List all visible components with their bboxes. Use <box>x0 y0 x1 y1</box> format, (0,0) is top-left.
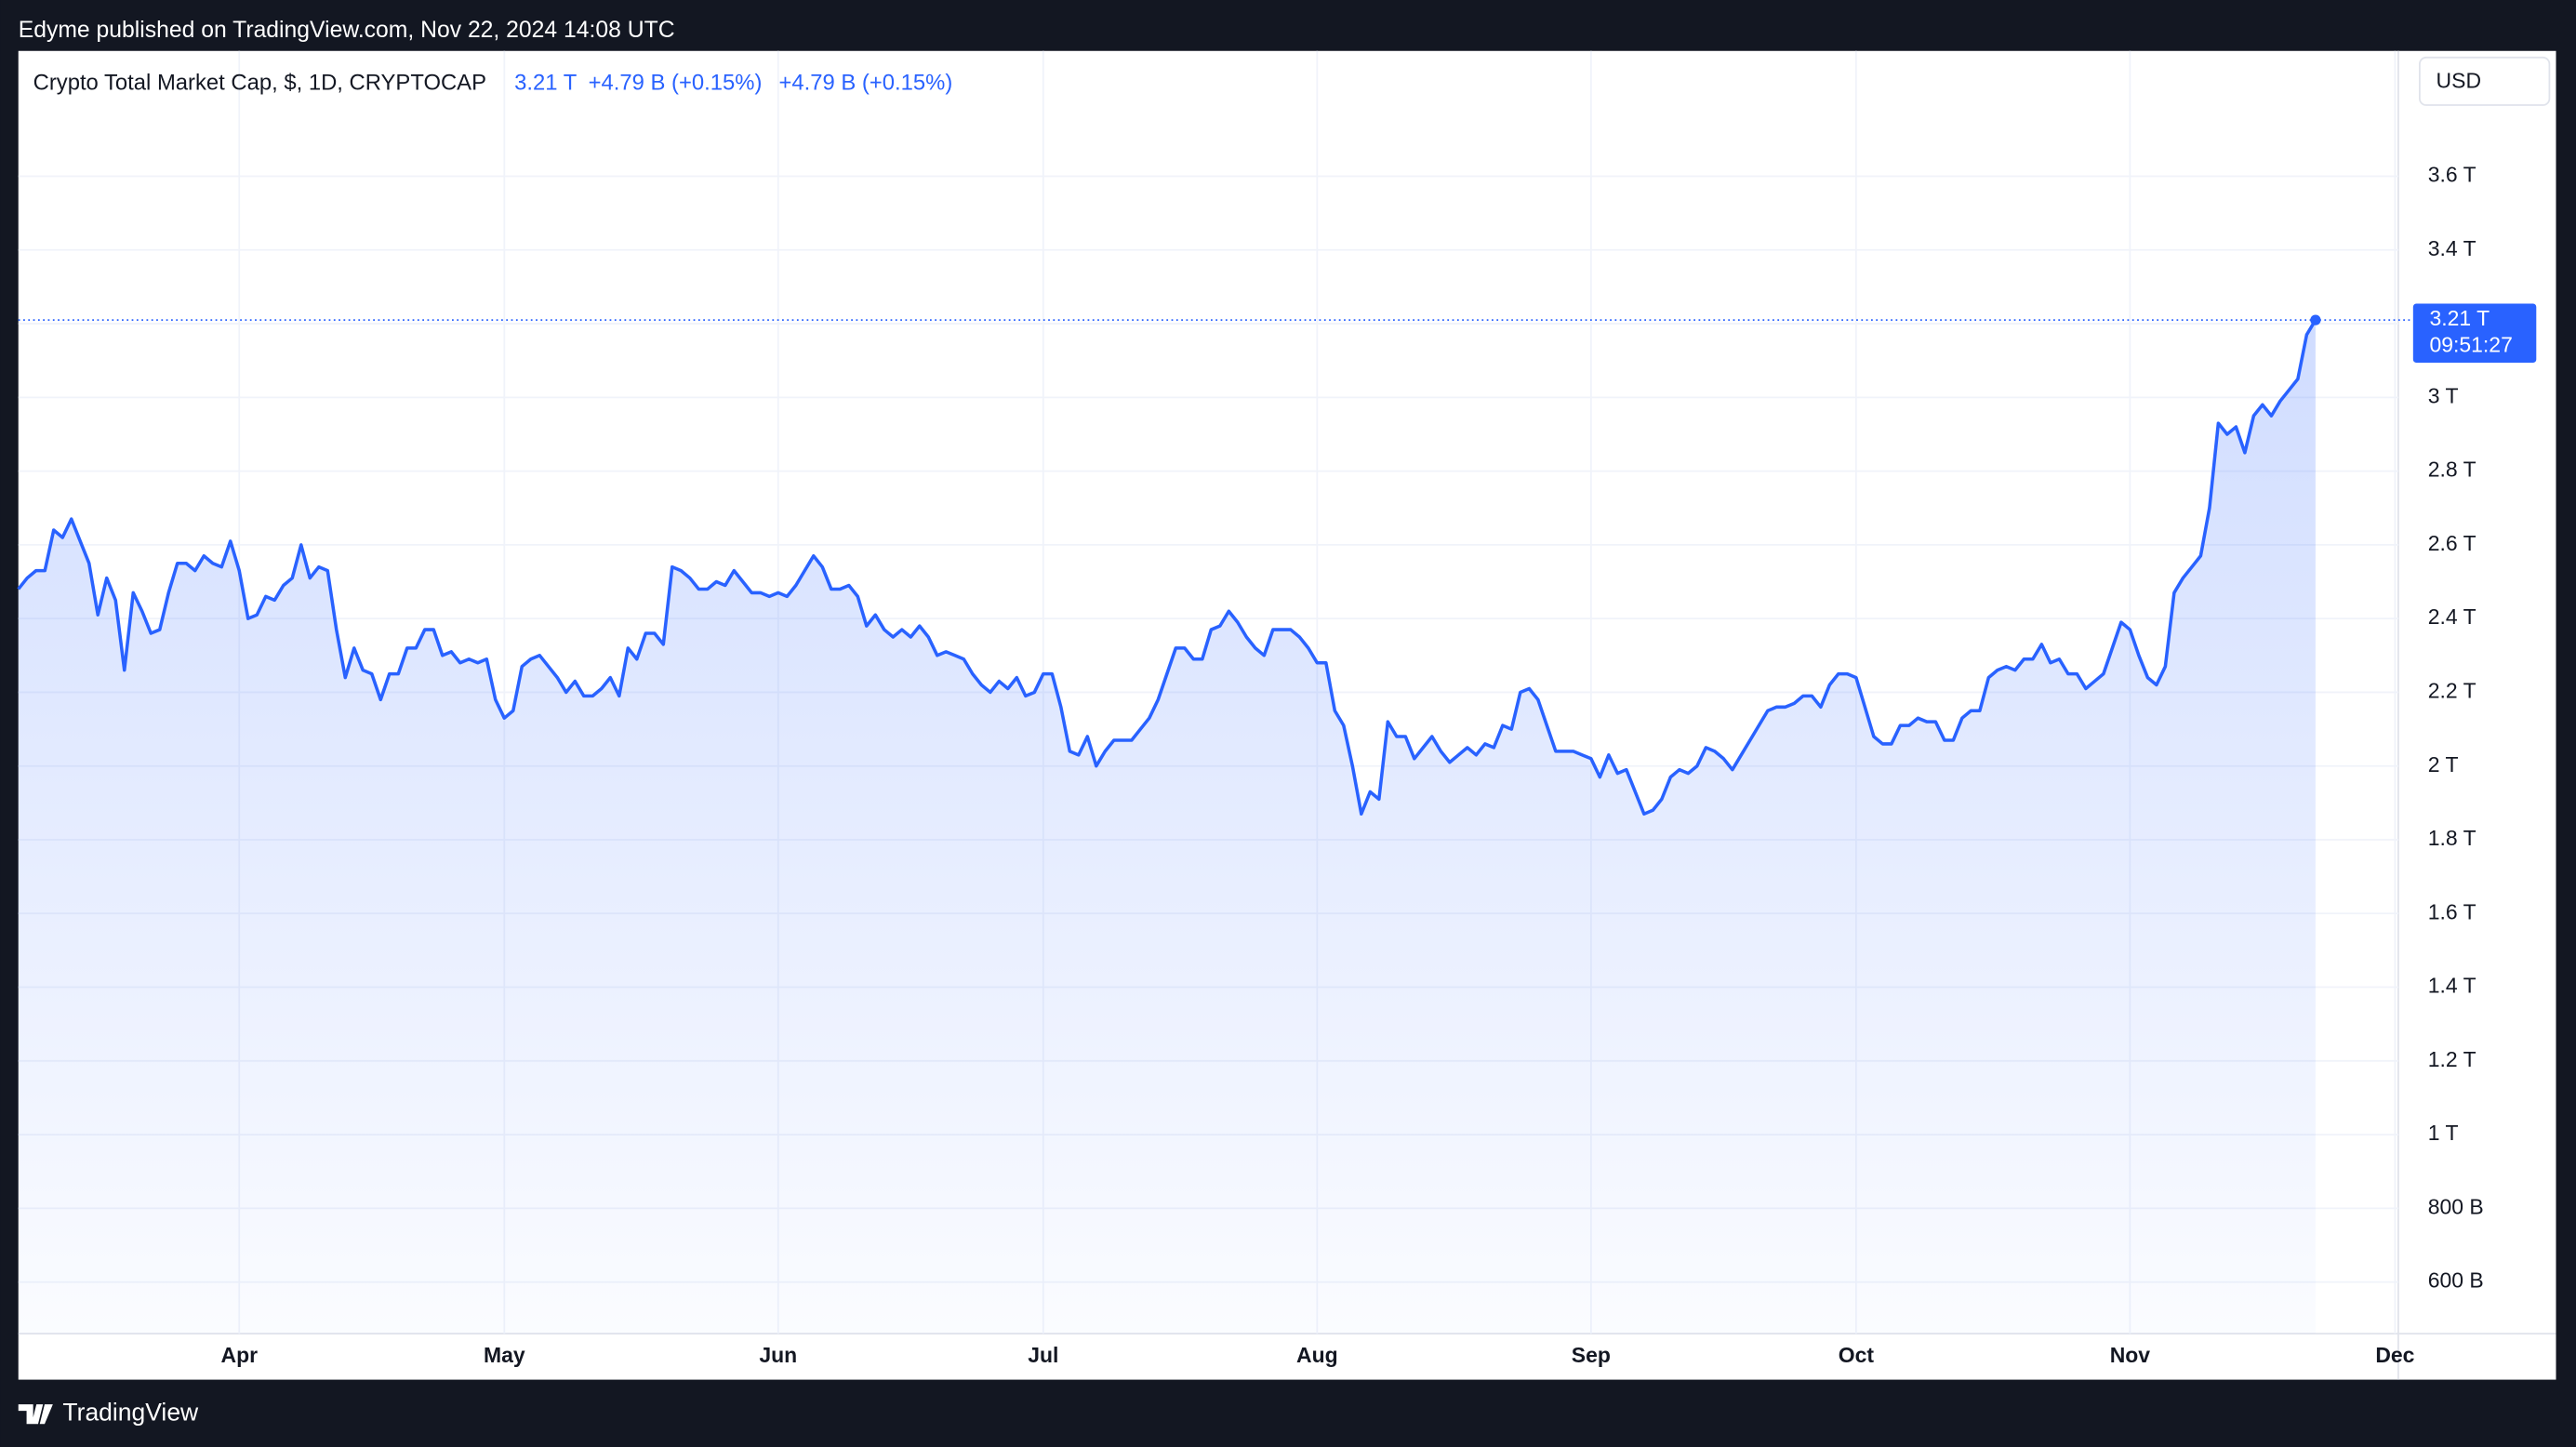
y-tick-label: 2 T <box>2428 752 2459 777</box>
chart-title: Crypto Total Market Cap, $, 1D, CRYPTOCA… <box>33 70 486 95</box>
header-change: +4.79 B (+0.15%) <box>778 70 952 95</box>
currency-button[interactable] <box>2419 56 2551 106</box>
y-tick-label: 2.4 T <box>2428 604 2476 629</box>
price-badge <box>2412 303 2537 364</box>
brand: TradingView <box>62 1399 199 1427</box>
y-tick-label: 2.6 T <box>2428 531 2476 555</box>
x-tick-label: Jun <box>759 1343 797 1367</box>
price-badge-value: 3.21 T <box>2429 306 2490 330</box>
y-tick-label: 1.8 T <box>2428 826 2476 850</box>
x-tick-label: Oct <box>1839 1343 1875 1367</box>
header-change: +4.79 B (+0.15%) <box>589 70 763 95</box>
area-fill <box>18 320 2316 1334</box>
logo-mark <box>18 1404 53 1425</box>
y-tick-label: 2.2 T <box>2428 679 2476 703</box>
currency-label[interactable]: USD <box>2437 68 2481 92</box>
y-tick-label: 1 T <box>2428 1121 2459 1145</box>
last-point <box>2310 314 2321 325</box>
y-tick-label: 3.6 T <box>2428 163 2476 187</box>
y-tick-label: 1.6 T <box>2428 899 2476 923</box>
x-tick-label: Nov <box>2110 1343 2151 1367</box>
logo: TradingView <box>18 1399 199 1427</box>
y-tick-label: 1.4 T <box>2428 974 2476 998</box>
x-tick-label: Dec <box>2375 1343 2414 1367</box>
y-tick-label: 1.2 T <box>2428 1047 2476 1071</box>
header-value: 3.21 T <box>514 70 578 95</box>
y-tick-label: 3.4 T <box>2428 236 2476 260</box>
y-tick-label: 600 B <box>2428 1268 2484 1293</box>
x-tick-label: May <box>484 1343 525 1367</box>
x-tick-label: Jul <box>1028 1343 1058 1367</box>
plot: 600 B 800 B 1 T 1.2 T 1.4 T 1.6 T 1.8 T 2 T 2.2 … <box>17 50 2537 1367</box>
price-line <box>17 319 2317 816</box>
x-tick-label: Apr <box>220 1343 258 1367</box>
price-badge-countdown: 09:51:27 <box>2429 332 2512 356</box>
x-tick-label: Sep <box>1572 1343 1611 1367</box>
y-tick-label: 2.8 T <box>2428 458 2476 482</box>
publish-note: Edyme published on TradingView.com, Nov … <box>19 18 675 43</box>
x-tick-label: Aug <box>1296 1343 1338 1367</box>
y-tick-label: 3 T <box>2428 383 2459 407</box>
y-tick-label: 800 B <box>2428 1194 2484 1218</box>
